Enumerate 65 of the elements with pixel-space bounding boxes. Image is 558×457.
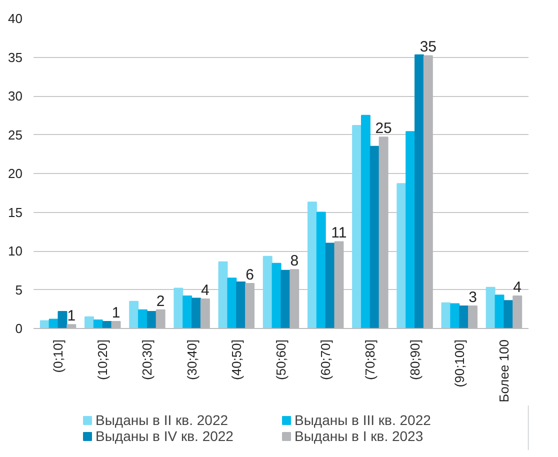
x-tick-label: (50;60] (274, 339, 288, 380)
y-tick-label: 30 (8, 88, 23, 104)
data-label: 1 (112, 304, 120, 322)
x-tick-label: (80;90] (407, 339, 422, 380)
data-label: 25 (375, 120, 392, 138)
data-label: 3 (468, 289, 477, 306)
bar (84, 316, 94, 328)
bar (396, 183, 406, 328)
bar (174, 288, 184, 328)
x-tick-label: (20;30] (140, 339, 155, 380)
x-tick-label: (30;40] (184, 339, 200, 380)
bar (280, 270, 290, 328)
bar (450, 303, 460, 328)
bar (360, 114, 370, 328)
x-tick-label: (90;100] (452, 340, 467, 388)
y-tick-label: 5 (15, 282, 23, 298)
x-tick-label: (70;80] (362, 339, 378, 380)
y-tick-label: 40 (8, 11, 23, 26)
legend-label: Выданы в III кв. 2022 (294, 412, 432, 428)
bar (93, 319, 103, 328)
x-tick-label: (60;70] (318, 339, 334, 380)
bar (406, 131, 416, 328)
bar (494, 294, 504, 328)
y-tick-label: 15 (8, 204, 23, 220)
y-tick-label: 35 (8, 50, 23, 65)
bar (58, 310, 68, 328)
bar (218, 261, 228, 328)
bar (182, 295, 192, 328)
y-tick-label: 20 (8, 166, 23, 181)
bar (370, 146, 380, 328)
data-label: 1 (67, 308, 76, 325)
data-label: 6 (246, 266, 254, 284)
x-tick-label: (40;50] (228, 339, 244, 380)
y-tick-label: 10 (8, 244, 23, 258)
x-tick-label: (0;10] (50, 339, 66, 373)
bar (48, 318, 58, 328)
x-tick-label: (10;20] (95, 339, 110, 380)
y-tick-label: 25 (8, 127, 23, 142)
data-label: 11 (331, 224, 347, 242)
data-label: 4 (513, 278, 522, 296)
bar (138, 309, 148, 328)
bar (486, 286, 496, 328)
bar (414, 54, 424, 328)
bar (102, 321, 112, 328)
bar (146, 310, 156, 328)
bar (192, 298, 202, 328)
bar (227, 278, 237, 328)
data-label: 4 (201, 282, 210, 300)
bar (504, 300, 514, 328)
x-tick-label: Более 100 (496, 339, 512, 402)
bar (272, 262, 282, 328)
bar (316, 212, 326, 328)
legend-label: Выданы в II кв. 2022 (96, 412, 230, 428)
bar (262, 256, 272, 328)
bar (129, 300, 139, 328)
data-label: 2 (156, 292, 165, 310)
legend-label: Выданы в IV кв. 2022 (96, 428, 234, 444)
legend-label: Выданы в I кв. 2023 (294, 428, 424, 444)
bar (236, 282, 246, 328)
data-label: 35 (420, 38, 437, 56)
y-tick-label: 0 (15, 321, 23, 336)
bar (459, 306, 469, 328)
data-label: 8 (290, 252, 299, 270)
bar (352, 124, 362, 328)
bar (307, 202, 317, 328)
